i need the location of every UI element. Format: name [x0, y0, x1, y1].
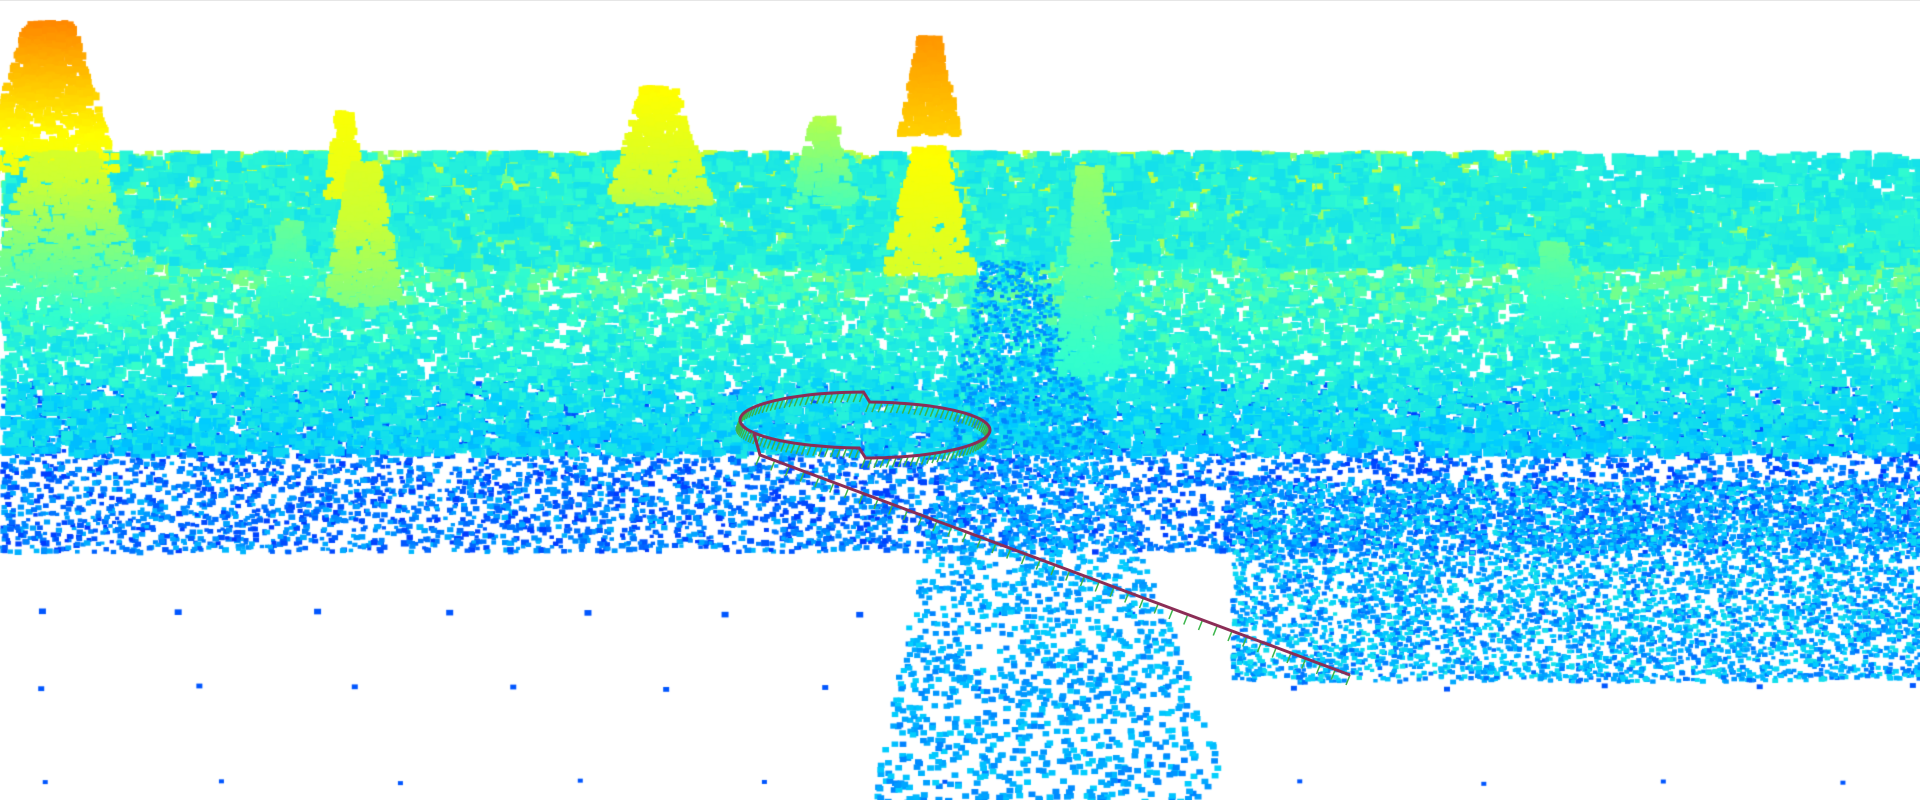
point-cloud-canvas[interactable]	[0, 0, 1920, 800]
point-cloud-viewport[interactable]	[0, 0, 1920, 800]
